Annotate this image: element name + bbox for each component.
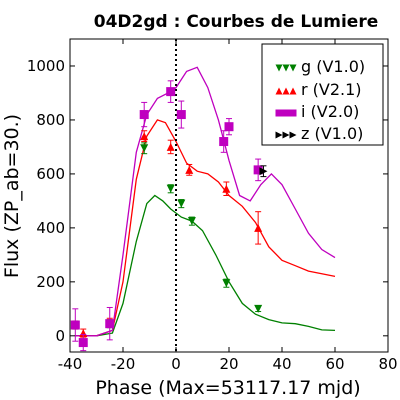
x-tick-label-0: -40	[58, 355, 83, 373]
legend-marker-0-1	[282, 64, 290, 72]
data-point-2-0	[70, 308, 80, 342]
data-point-2-6	[219, 130, 229, 153]
legend-marker-1-1	[282, 87, 290, 95]
legend-marker-2-1	[282, 109, 290, 117]
marker	[177, 199, 186, 208]
data-point-0-4	[166, 184, 175, 194]
y-tick-label-3: 600	[36, 165, 65, 183]
x-tick-label-1: -20	[111, 355, 136, 373]
data-point-0-5	[177, 199, 186, 209]
series-curve-1	[75, 119, 336, 337]
legend-entry-r: r (V2.1)	[301, 80, 362, 99]
marker	[105, 319, 115, 329]
marker	[79, 329, 88, 338]
legend-entry-g: g (V1.0)	[301, 57, 365, 76]
series-curve-0	[75, 194, 336, 337]
data-point-0-6	[187, 216, 196, 226]
y-tick-label-4: 800	[36, 111, 65, 129]
legend-marker-0-0	[275, 64, 283, 72]
data-point-2-8	[253, 158, 263, 182]
legend-marker-3-0	[275, 131, 283, 139]
chart-title: 04D2gd : Courbes de Lumiere	[94, 12, 378, 32]
data-point-2-1	[78, 333, 88, 352]
marker	[78, 338, 88, 348]
data-point-1-5	[185, 163, 194, 176]
marker	[185, 165, 194, 174]
data-point-1-6	[222, 181, 231, 196]
data-point-1-4	[166, 139, 175, 155]
marker	[254, 304, 263, 313]
legend-entry-z: z (V1.0)	[301, 124, 363, 143]
marker	[140, 144, 149, 153]
data-point-0-7	[222, 278, 231, 288]
marker	[253, 165, 263, 175]
marker	[140, 132, 149, 141]
legend-marker-1-0	[275, 87, 283, 95]
y-tick-label-2: 400	[36, 219, 65, 237]
data-point-2-2	[105, 306, 115, 341]
marker	[219, 137, 229, 147]
data-point-2-3	[139, 101, 149, 128]
legend-marker-0-2	[289, 64, 297, 72]
marker	[70, 320, 80, 330]
marker	[139, 110, 149, 120]
data-point-1-7	[254, 211, 263, 245]
legend: g (V1.0) r (V2.1) i (V2.0) z (V1.0)	[261, 43, 384, 146]
data-point-2-7	[224, 118, 234, 136]
marker	[222, 279, 231, 288]
x-tick-label-2: 0	[171, 355, 181, 373]
marker	[166, 142, 175, 151]
legend-entry-i: i (V2.0)	[301, 102, 359, 121]
data-point-0-3	[140, 142, 149, 155]
data-point-2-4	[166, 80, 176, 103]
y-tick-label-5: 1000	[27, 57, 65, 75]
marker	[222, 184, 231, 193]
marker	[254, 223, 263, 232]
y-axis-label: Flux (ZP_ab=30.)	[1, 114, 23, 278]
data-point-1-3	[140, 130, 149, 143]
marker	[176, 110, 186, 120]
series-curve-2	[75, 66, 336, 337]
x-tick-label-4: 40	[272, 355, 291, 373]
x-tick-label-5: 60	[325, 355, 344, 373]
data-point-2-5	[176, 100, 186, 129]
legend-marker-3-2	[289, 131, 297, 139]
marker	[166, 184, 175, 193]
x-tick-label-6: 80	[378, 355, 397, 373]
legend-marker-2-2	[289, 109, 297, 117]
data-point-0-8	[254, 304, 263, 313]
x-axis-label: Phase (Max=53117.17 mjd)	[95, 377, 360, 399]
marker	[259, 167, 268, 176]
legend-marker-2-0	[275, 109, 283, 117]
x-tick-label-3: 20	[219, 355, 238, 373]
legend-marker-3-1	[282, 131, 290, 139]
marker	[187, 217, 196, 226]
data-point-3-0	[259, 165, 268, 178]
marker	[166, 87, 176, 97]
legend-marker-1-2	[289, 87, 297, 95]
y-tick-label-0: 0	[55, 327, 65, 345]
marker	[224, 122, 234, 132]
y-tick-label-1: 200	[36, 273, 65, 291]
